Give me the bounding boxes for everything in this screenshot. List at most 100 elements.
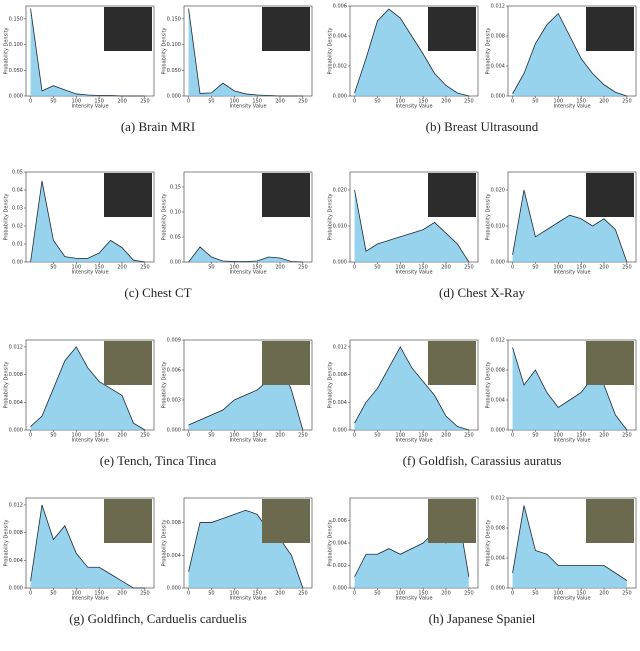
y-tick-label: 0.04	[12, 188, 23, 194]
x-axis-label: Intensity Value	[229, 104, 266, 110]
x-axis-label: Intensity Value	[71, 438, 108, 444]
thumbnail-image	[104, 7, 152, 51]
y-tick-label: 0.100	[167, 42, 181, 48]
x-tick-label: 150	[418, 99, 428, 105]
y-tick-label: 0.000	[333, 428, 347, 434]
x-axis-label: Intensity Value	[71, 596, 108, 602]
x-tick-label: 150	[94, 265, 104, 271]
x-tick-label: 50	[208, 591, 214, 597]
x-tick-label: 250	[622, 265, 632, 271]
density-area	[188, 510, 303, 588]
x-tick-label: 0	[353, 591, 356, 597]
x-tick-label: 150	[418, 433, 428, 439]
density-area	[512, 347, 627, 430]
thumbnail-image	[104, 499, 152, 543]
density-area	[512, 190, 627, 262]
thumbnail-image	[586, 173, 634, 217]
x-tick-label: 200	[117, 99, 127, 105]
figure-caption: (c) Chest CT	[124, 285, 191, 300]
x-tick-label: 150	[576, 591, 586, 597]
x-tick-label: 0	[29, 99, 32, 105]
y-tick-label: 0.008	[491, 526, 505, 532]
x-tick-label: 200	[599, 591, 609, 597]
y-tick-label: 0.006	[167, 368, 181, 374]
x-tick-label: 50	[532, 99, 538, 105]
x-tick-label: 0	[353, 265, 356, 271]
y-tick-label: 0.000	[491, 586, 505, 592]
x-axis-label: Intensity Value	[395, 104, 432, 110]
x-axis-label: Intensity Value	[395, 270, 432, 276]
y-axis-label: Probability Density	[486, 27, 492, 74]
density-line	[512, 505, 628, 581]
x-tick-label: 250	[298, 433, 308, 439]
x-tick-label: 100	[230, 99, 240, 105]
x-tick-label: 150	[252, 433, 262, 439]
y-axis-label: Probability Density	[486, 361, 492, 408]
x-tick-label: 100	[72, 433, 82, 439]
x-axis-label: Intensity Value	[71, 104, 108, 110]
thumbnail-image	[262, 7, 310, 51]
y-tick-label: 0.100	[9, 42, 23, 48]
figure-caption: (e) Tench, Tinca Tinca	[100, 453, 217, 468]
density-line	[188, 246, 303, 263]
x-tick-label: 250	[464, 591, 474, 597]
density-line	[30, 504, 145, 589]
density-line	[30, 346, 146, 431]
x-tick-label: 50	[374, 433, 380, 439]
x-axis-label: Intensity Value	[229, 596, 266, 602]
y-tick-label: 0.003	[167, 398, 181, 404]
y-tick-label: 0.004	[491, 398, 505, 404]
x-tick-label: 250	[622, 591, 632, 597]
density-line	[354, 346, 469, 431]
x-tick-label: 100	[396, 265, 406, 271]
x-axis-label: Intensity Value	[395, 438, 432, 444]
y-tick-label: 0.000	[9, 428, 23, 434]
density-area	[30, 504, 145, 588]
x-tick-label: 50	[50, 265, 56, 271]
density-area	[512, 505, 627, 588]
x-tick-label: 200	[441, 591, 451, 597]
y-tick-label: 0.012	[9, 502, 23, 508]
y-axis-label: Probability Density	[162, 193, 168, 240]
x-tick-label: 50	[208, 265, 214, 271]
x-tick-label: 150	[94, 433, 104, 439]
y-tick-label: 0.000	[9, 586, 23, 592]
x-tick-label: 200	[275, 99, 285, 105]
y-tick-label: 0.008	[491, 34, 505, 40]
x-tick-label: 200	[275, 591, 285, 597]
x-tick-label: 0	[511, 591, 514, 597]
density-line	[512, 12, 627, 97]
y-tick-label: 0.000	[333, 260, 347, 266]
x-tick-label: 50	[50, 99, 56, 105]
x-tick-label: 250	[464, 265, 474, 271]
y-tick-label: 0.012	[9, 344, 23, 350]
x-tick-label: 150	[576, 433, 586, 439]
x-tick-label: 250	[298, 265, 308, 271]
density-line	[354, 189, 470, 263]
y-axis-label: Probability Density	[328, 193, 334, 240]
density-line	[354, 8, 469, 97]
x-tick-label: 150	[94, 99, 104, 105]
x-tick-label: 0	[511, 99, 514, 105]
y-axis-label: Probability Density	[4, 27, 10, 74]
y-tick-label: 0.03	[12, 206, 23, 212]
thumbnail-image	[262, 499, 310, 543]
x-tick-label: 200	[117, 591, 127, 597]
y-axis-label: Probability Density	[162, 361, 168, 408]
density-area	[354, 190, 469, 262]
y-tick-label: 0.008	[167, 520, 181, 526]
y-axis-label: Probability Density	[4, 361, 10, 408]
figure-caption: (g) Goldfinch, Carduelis carduelis	[69, 611, 247, 626]
y-axis-label: Probability Density	[486, 519, 492, 566]
x-axis-label: Intensity Value	[553, 270, 590, 276]
x-axis-label: Intensity Value	[71, 270, 108, 276]
y-tick-label: 0.002	[333, 563, 347, 569]
x-axis-label: Intensity Value	[553, 596, 590, 602]
density-line	[188, 8, 303, 97]
figure-caption: (a) Brain MRI	[121, 119, 195, 134]
y-axis-label: Probability Density	[162, 519, 168, 566]
x-tick-label: 200	[441, 265, 451, 271]
x-tick-label: 200	[117, 433, 127, 439]
x-tick-label: 200	[441, 99, 451, 105]
x-tick-label: 150	[576, 265, 586, 271]
